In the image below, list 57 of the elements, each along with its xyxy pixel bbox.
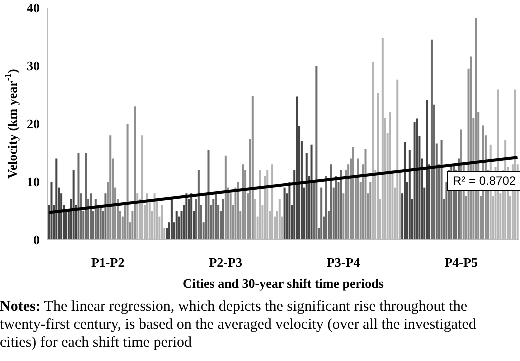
bar: [330, 164, 332, 240]
bar: [252, 96, 254, 240]
y-tick-label: 20: [27, 116, 40, 132]
bar: [310, 144, 313, 240]
bar: [50, 182, 53, 240]
bar: [198, 170, 200, 240]
bar: [440, 140, 443, 240]
bar: [306, 153, 308, 240]
x-tick-label: P3-P4: [326, 255, 361, 270]
x-tick-label: P2-P3: [209, 255, 243, 270]
bar: [170, 199, 173, 240]
y-tick-label: 10: [27, 174, 40, 190]
bar: [186, 194, 188, 240]
bar: [288, 182, 291, 240]
y-tick-label: 0: [34, 232, 40, 248]
bar: [320, 188, 323, 240]
text: Notes: The linear regression, which depicts the significant rise throughout the twenty-first century, is based on the averaged velocity (over all the investigated cities) for each shift time period: [0, 298, 478, 352]
bar: [208, 150, 210, 240]
bar: [414, 122, 416, 240]
bar: [316, 66, 318, 240]
bar: [110, 136, 112, 240]
bar: [430, 40, 433, 240]
bar: [370, 182, 372, 240]
bar: [222, 199, 224, 240]
bar: [56, 158, 58, 240]
x-tick-label: P1-P2: [91, 255, 125, 270]
bar: [340, 170, 342, 240]
bar: [104, 194, 107, 240]
bar: [100, 205, 102, 240]
bar: [426, 100, 428, 240]
bar: [335, 176, 338, 240]
x-axis-title: Cities and 30-year shift time periods: [183, 276, 384, 291]
bar: [364, 148, 367, 240]
bar: [296, 96, 298, 240]
bar: [284, 188, 286, 240]
bar: [242, 164, 244, 240]
y-tick-label: 40: [27, 0, 40, 16]
bar: [408, 150, 411, 240]
bar: [78, 153, 80, 240]
bar: [352, 147, 354, 240]
bar: [94, 199, 97, 240]
bar: [237, 182, 240, 240]
bar: [72, 170, 75, 240]
bar: [134, 106, 136, 240]
x-tick-label: P4-P5: [444, 255, 478, 270]
bar: [176, 211, 178, 240]
bar: [85, 153, 88, 240]
bar: [224, 156, 227, 240]
bar: [190, 194, 193, 240]
bar: [90, 194, 92, 240]
bar: [404, 142, 406, 240]
annotation: R² = 0.8702: [447, 171, 520, 191]
y-tick-label: 30: [27, 58, 40, 74]
bar: [326, 176, 328, 240]
bar: [416, 118, 418, 240]
bar: [215, 194, 218, 240]
bar: [357, 158, 360, 240]
